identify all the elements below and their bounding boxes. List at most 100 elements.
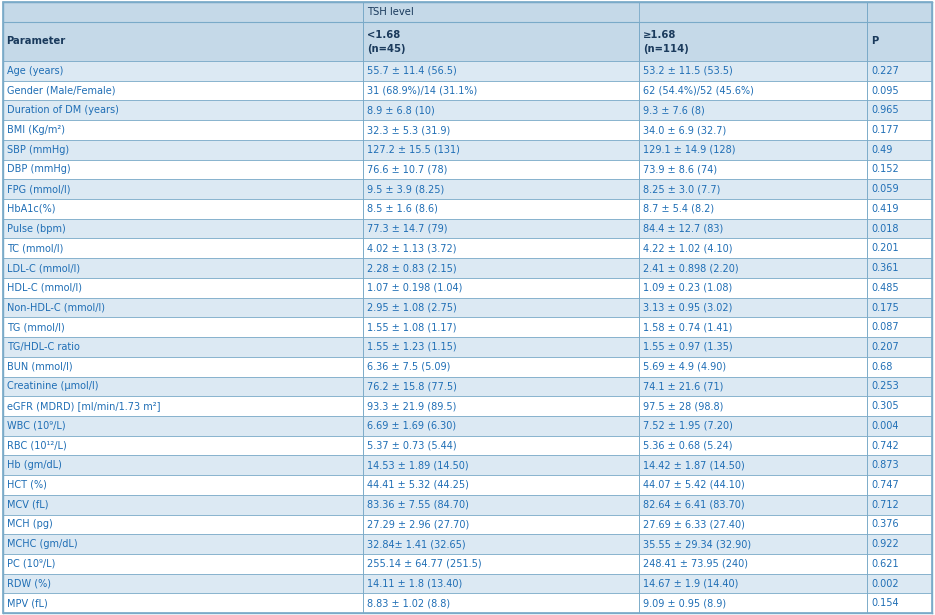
Bar bbox=[640, 160, 867, 180]
Text: 0.922: 0.922 bbox=[870, 539, 899, 549]
Bar bbox=[364, 258, 640, 278]
Text: Hb (gm/dL): Hb (gm/dL) bbox=[7, 460, 62, 470]
Text: TG/HDL-C ratio: TG/HDL-C ratio bbox=[7, 342, 79, 352]
Bar bbox=[640, 100, 867, 120]
Bar bbox=[364, 376, 640, 396]
Text: 2.41 ± 0.898 (2.20): 2.41 ± 0.898 (2.20) bbox=[643, 263, 739, 273]
Text: 1.58 ± 0.74 (1.41): 1.58 ± 0.74 (1.41) bbox=[643, 322, 732, 332]
Text: Non-HDL-C (mmol/l): Non-HDL-C (mmol/l) bbox=[7, 303, 105, 312]
Bar bbox=[640, 120, 867, 140]
Bar bbox=[640, 475, 867, 495]
Bar bbox=[3, 100, 364, 120]
Bar bbox=[640, 258, 867, 278]
Text: 27.29 ± 2.96 (27.70): 27.29 ± 2.96 (27.70) bbox=[367, 520, 469, 530]
Bar bbox=[3, 455, 364, 475]
Bar bbox=[867, 239, 932, 258]
Text: 5.69 ± 4.9 (4.90): 5.69 ± 4.9 (4.90) bbox=[643, 362, 726, 371]
Bar bbox=[640, 574, 867, 593]
Text: 0.059: 0.059 bbox=[870, 184, 899, 194]
Bar bbox=[3, 396, 364, 416]
Text: 97.5 ± 28 (98.8): 97.5 ± 28 (98.8) bbox=[643, 401, 724, 411]
Text: 0.018: 0.018 bbox=[870, 224, 899, 234]
Bar bbox=[867, 574, 932, 593]
Text: 44.07 ± 5.42 (44.10): 44.07 ± 5.42 (44.10) bbox=[643, 480, 745, 490]
Bar bbox=[364, 180, 640, 199]
Text: 0.747: 0.747 bbox=[870, 480, 899, 490]
Text: 0.004: 0.004 bbox=[870, 421, 899, 431]
Text: 84.4 ± 12.7 (83): 84.4 ± 12.7 (83) bbox=[643, 224, 724, 234]
Bar bbox=[3, 593, 364, 613]
Text: eGFR (MDRD) [ml/min/1.73 m²]: eGFR (MDRD) [ml/min/1.73 m²] bbox=[7, 401, 160, 411]
Bar bbox=[867, 554, 932, 574]
Text: 0.253: 0.253 bbox=[870, 381, 899, 391]
Bar bbox=[867, 140, 932, 160]
Bar bbox=[364, 337, 640, 357]
Text: ≥1.68: ≥1.68 bbox=[643, 30, 677, 41]
Bar bbox=[364, 435, 640, 455]
Text: 4.22 ± 1.02 (4.10): 4.22 ± 1.02 (4.10) bbox=[643, 244, 733, 253]
Bar bbox=[3, 2, 364, 22]
Text: 1.07 ± 0.198 (1.04): 1.07 ± 0.198 (1.04) bbox=[367, 283, 463, 293]
Text: 2.95 ± 1.08 (2.75): 2.95 ± 1.08 (2.75) bbox=[367, 303, 457, 312]
Bar bbox=[640, 593, 867, 613]
Text: 7.52 ± 1.95 (7.20): 7.52 ± 1.95 (7.20) bbox=[643, 421, 733, 431]
Text: TC (mmol/l): TC (mmol/l) bbox=[7, 244, 63, 253]
Bar bbox=[867, 278, 932, 298]
Text: 0.419: 0.419 bbox=[870, 204, 899, 214]
Text: 9.09 ± 0.95 (8.9): 9.09 ± 0.95 (8.9) bbox=[643, 598, 726, 608]
Bar bbox=[3, 515, 364, 534]
Bar bbox=[3, 239, 364, 258]
Text: 0.095: 0.095 bbox=[870, 85, 899, 95]
Bar bbox=[640, 219, 867, 239]
Bar bbox=[640, 61, 867, 81]
Text: 0.305: 0.305 bbox=[870, 401, 899, 411]
Bar bbox=[867, 337, 932, 357]
Bar bbox=[3, 475, 364, 495]
Text: 14.67 ± 1.9 (14.40): 14.67 ± 1.9 (14.40) bbox=[643, 579, 739, 589]
Text: TG (mmol/l): TG (mmol/l) bbox=[7, 322, 65, 332]
Bar bbox=[364, 199, 640, 219]
Bar bbox=[3, 120, 364, 140]
Text: 0.177: 0.177 bbox=[870, 125, 899, 135]
Text: 44.41 ± 5.32 (44.25): 44.41 ± 5.32 (44.25) bbox=[367, 480, 469, 490]
Bar bbox=[3, 140, 364, 160]
Bar bbox=[867, 199, 932, 219]
Bar bbox=[867, 357, 932, 376]
Bar bbox=[364, 574, 640, 593]
Text: 0.873: 0.873 bbox=[870, 460, 899, 470]
Bar bbox=[640, 22, 867, 61]
Bar bbox=[640, 495, 867, 515]
Bar bbox=[639, 2, 640, 22]
Bar bbox=[3, 435, 364, 455]
Text: WBC (10⁹/L): WBC (10⁹/L) bbox=[7, 421, 65, 431]
Text: 0.152: 0.152 bbox=[870, 164, 899, 175]
Text: 8.83 ± 1.02 (8.8): 8.83 ± 1.02 (8.8) bbox=[367, 598, 451, 608]
Text: 0.175: 0.175 bbox=[870, 303, 899, 312]
Text: PC (10⁹/L): PC (10⁹/L) bbox=[7, 559, 55, 569]
Bar bbox=[867, 317, 932, 337]
Text: 93.3 ± 21.9 (89.5): 93.3 ± 21.9 (89.5) bbox=[367, 401, 456, 411]
Text: HDL-C (mmol/l): HDL-C (mmol/l) bbox=[7, 283, 81, 293]
Text: 5.36 ± 0.68 (5.24): 5.36 ± 0.68 (5.24) bbox=[643, 440, 733, 451]
Text: 62 (54.4%)/52 (45.6%): 62 (54.4%)/52 (45.6%) bbox=[643, 85, 754, 95]
Bar bbox=[364, 317, 640, 337]
Text: Duration of DM (years): Duration of DM (years) bbox=[7, 105, 119, 115]
Bar bbox=[867, 396, 932, 416]
Bar bbox=[867, 81, 932, 100]
Text: 9.5 ± 3.9 (8.25): 9.5 ± 3.9 (8.25) bbox=[367, 184, 444, 194]
Text: 1.55 ± 1.23 (1.15): 1.55 ± 1.23 (1.15) bbox=[367, 342, 457, 352]
Text: 0.227: 0.227 bbox=[870, 66, 899, 76]
Text: 8.7 ± 5.4 (8.2): 8.7 ± 5.4 (8.2) bbox=[643, 204, 714, 214]
Text: 0.087: 0.087 bbox=[870, 322, 899, 332]
Text: Creatinine (μmol/l): Creatinine (μmol/l) bbox=[7, 381, 98, 391]
Bar bbox=[640, 435, 867, 455]
Text: 27.69 ± 6.33 (27.40): 27.69 ± 6.33 (27.40) bbox=[643, 520, 745, 530]
Bar bbox=[364, 357, 640, 376]
Bar bbox=[3, 317, 364, 337]
Text: MCHC (gm/dL): MCHC (gm/dL) bbox=[7, 539, 78, 549]
Bar bbox=[3, 416, 364, 435]
Text: 129.1 ± 14.9 (128): 129.1 ± 14.9 (128) bbox=[643, 145, 736, 155]
Text: 1.55 ± 1.08 (1.17): 1.55 ± 1.08 (1.17) bbox=[367, 322, 456, 332]
Bar bbox=[640, 278, 867, 298]
Text: 83.36 ± 7.55 (84.70): 83.36 ± 7.55 (84.70) bbox=[367, 500, 469, 510]
